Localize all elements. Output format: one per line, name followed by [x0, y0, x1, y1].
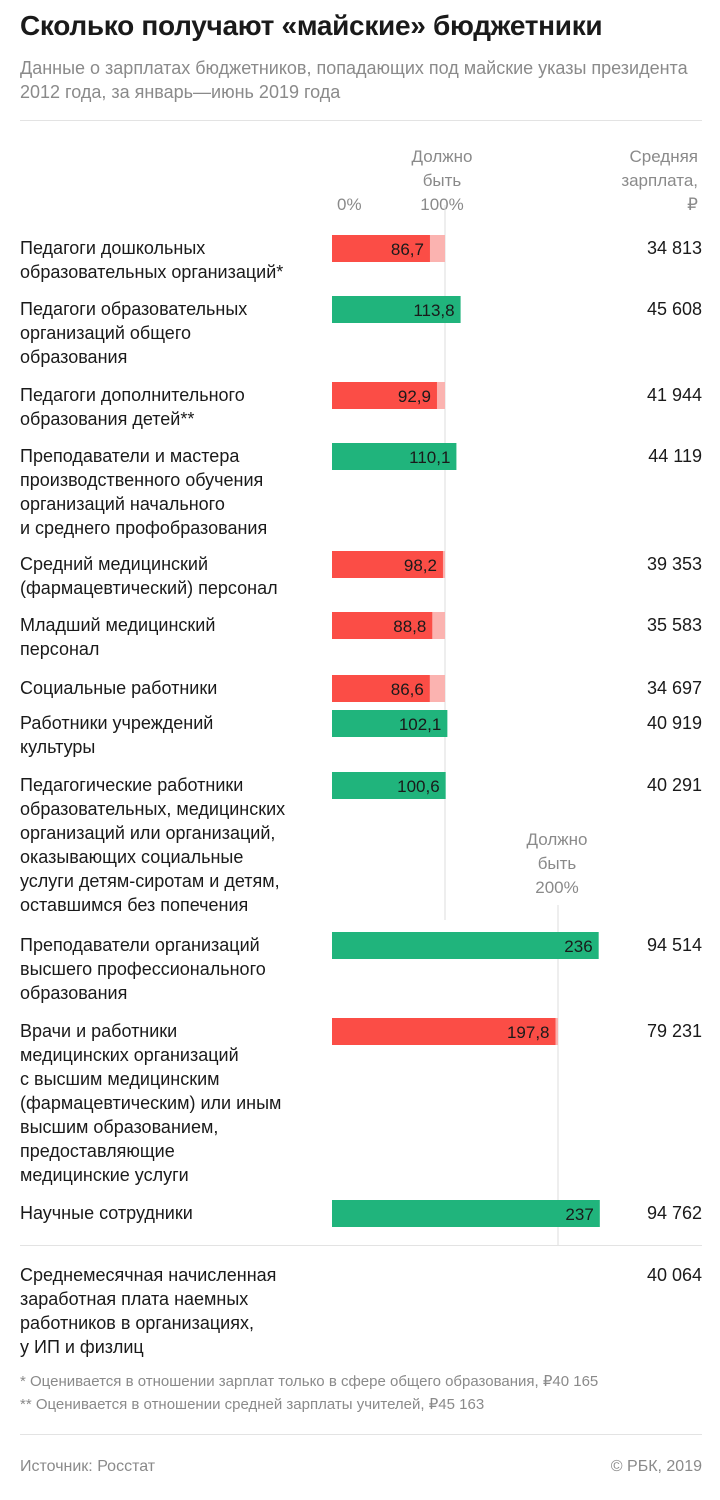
salary-value: 40 919: [646, 713, 702, 733]
bar-value-label: 92,9: [398, 387, 431, 406]
bar-value-label: 100,6: [397, 777, 440, 796]
chart-title: Сколько получают «майские» бюджетники: [20, 10, 603, 41]
bar: [332, 612, 433, 639]
axis-zero-label: 0%: [337, 195, 362, 214]
salary-value: 94 762: [646, 1203, 702, 1223]
bar-remainder: [555, 1018, 558, 1045]
target-100-label: Должно быть 100%: [411, 147, 473, 214]
bar-value-label: 236: [564, 937, 592, 956]
footer-divider: [20, 1434, 702, 1435]
category-label: Педагогические работники образовательных…: [20, 775, 286, 915]
bar-value-label: 86,7: [391, 240, 424, 259]
bar-remainder: [442, 551, 445, 578]
bar-value-label: 110,1: [409, 448, 450, 467]
summary-divider: [20, 1245, 702, 1246]
footnote-1: * Оценивается в отношении зарплат только…: [20, 1373, 599, 1390]
bar-remainder: [429, 675, 445, 702]
bar: [332, 1018, 556, 1045]
category-label: Младший медицинский персонал: [20, 615, 216, 659]
bar-value-label: 86,6: [391, 680, 424, 699]
bar: [332, 443, 457, 470]
bar: [332, 772, 446, 799]
category-label: Средний медицинский (фармацевтический) п…: [20, 554, 278, 598]
bar: [332, 235, 430, 262]
bar: [332, 382, 437, 409]
bar: [332, 296, 461, 323]
summary-salary: 40 064: [646, 1265, 702, 1285]
category-label: Преподаватели организаций высшего профес…: [20, 935, 266, 1003]
salary-value: 35 583: [646, 615, 702, 635]
header-divider: [20, 120, 702, 121]
bar: [332, 551, 443, 578]
salary-value: 40 291: [646, 775, 702, 795]
chart-subtitle: Данные о зарплатах бюджетников, попадающ…: [20, 58, 688, 102]
summary-label: Среднемесячная начисленная заработная пл…: [20, 1265, 277, 1357]
bar: [332, 1200, 600, 1227]
bar-value-label: 88,8: [393, 617, 426, 636]
salary-value: 94 514: [646, 935, 702, 955]
bar-value-label: 102,1: [399, 715, 442, 734]
category-label: Социальные работники: [20, 678, 218, 698]
category-label: Педагоги образовательных организаций общ…: [20, 299, 248, 367]
category-label: Преподаватели и мастера производственног…: [20, 446, 268, 538]
salary-value: 34 697: [646, 678, 702, 698]
category-label: Работники учреждений культуры: [20, 713, 214, 757]
salary-value: 44 119: [648, 446, 702, 466]
target-200-label: Должно быть 200%: [526, 830, 588, 897]
bar: [332, 932, 599, 959]
bar: [332, 675, 430, 702]
salary-column-header: Средняя зарплата, ₽: [621, 147, 698, 214]
bar-remainder: [432, 612, 445, 639]
bar-value-label: 197,8: [507, 1023, 550, 1042]
salary-value: 34 813: [646, 238, 702, 258]
category-label: Педагоги дополнительного образования дет…: [20, 385, 245, 429]
source-text: Источник: Росстат: [20, 1458, 156, 1475]
salary-value: 41 944: [646, 385, 702, 405]
bar-value-label: 113,8: [413, 301, 454, 320]
bar-remainder: [436, 382, 445, 409]
copyright-text: © РБК, 2019: [610, 1458, 702, 1475]
bar: [332, 710, 448, 737]
bar-value-label: 237: [565, 1205, 593, 1224]
salary-value: 79 231: [646, 1021, 702, 1041]
category-label: Научные сотрудники: [20, 1203, 193, 1223]
category-label: Врачи и работники медицинских организаци…: [20, 1021, 282, 1185]
footnote-2: ** Оценивается в отношении средней зарпл…: [20, 1396, 485, 1413]
salary-value: 45 608: [646, 299, 702, 319]
bar-remainder: [429, 235, 445, 262]
bar-value-label: 98,2: [404, 556, 437, 575]
category-label: Педагоги дошкольных образовательных орга…: [20, 238, 284, 282]
salary-value: 39 353: [646, 554, 702, 574]
